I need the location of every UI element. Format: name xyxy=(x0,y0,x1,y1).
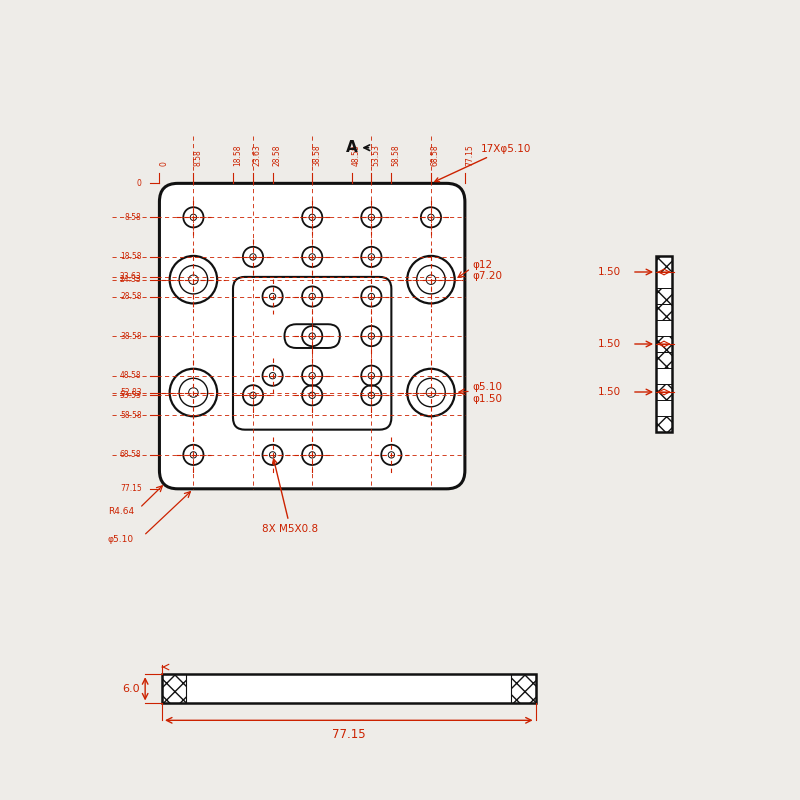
Bar xyxy=(656,384,672,400)
Text: 77.15: 77.15 xyxy=(465,144,474,166)
Bar xyxy=(656,400,672,416)
Text: 8X M5X0.8: 8X M5X0.8 xyxy=(262,459,318,534)
Text: 52.83: 52.83 xyxy=(120,388,142,397)
Text: φ5.10: φ5.10 xyxy=(108,535,134,544)
Bar xyxy=(656,288,672,304)
Text: φ12: φ12 xyxy=(473,259,493,270)
Bar xyxy=(656,352,672,368)
Text: 77.15: 77.15 xyxy=(332,727,366,741)
Text: 23.63: 23.63 xyxy=(253,144,262,166)
Text: 1.50: 1.50 xyxy=(598,339,621,349)
Text: 28.58: 28.58 xyxy=(273,144,282,166)
Text: 68.58: 68.58 xyxy=(431,144,440,166)
Text: 48.58: 48.58 xyxy=(120,371,142,380)
Text: 68.58: 68.58 xyxy=(120,450,142,459)
Bar xyxy=(656,368,672,384)
Text: 38.58: 38.58 xyxy=(120,332,142,341)
Text: 18.58: 18.58 xyxy=(233,144,242,166)
Text: 24.33: 24.33 xyxy=(120,275,142,284)
Bar xyxy=(656,352,672,368)
Text: 77.15: 77.15 xyxy=(120,484,142,494)
Text: 58.58: 58.58 xyxy=(391,144,400,166)
Bar xyxy=(656,256,672,432)
Text: A: A xyxy=(346,140,358,155)
Bar xyxy=(656,304,672,320)
Bar xyxy=(656,416,672,432)
Text: 48.58: 48.58 xyxy=(352,144,361,166)
Text: φ1.50: φ1.50 xyxy=(473,394,503,404)
Bar xyxy=(656,416,672,432)
Text: R4.64: R4.64 xyxy=(108,507,134,517)
Text: 1.50: 1.50 xyxy=(598,267,621,277)
Text: 8.58: 8.58 xyxy=(125,213,142,222)
Text: φ5.10: φ5.10 xyxy=(473,382,503,392)
Text: 8.58: 8.58 xyxy=(194,149,202,166)
Bar xyxy=(162,674,535,703)
Text: 1.50: 1.50 xyxy=(598,387,621,397)
Bar xyxy=(656,304,672,320)
Text: 28.58: 28.58 xyxy=(120,292,142,301)
Bar xyxy=(656,272,672,288)
Bar xyxy=(656,256,672,272)
Text: φ7.20: φ7.20 xyxy=(473,271,503,282)
Bar xyxy=(656,320,672,336)
Text: 23.63: 23.63 xyxy=(120,273,142,282)
Text: 38.58: 38.58 xyxy=(312,144,321,166)
Bar xyxy=(656,256,672,272)
Text: 18.58: 18.58 xyxy=(120,253,142,262)
Bar xyxy=(656,336,672,352)
Bar xyxy=(162,674,186,703)
Bar xyxy=(656,336,672,352)
Bar xyxy=(656,288,672,304)
Bar xyxy=(511,674,535,703)
Text: 17Xφ5.10: 17Xφ5.10 xyxy=(435,144,531,182)
Text: 6.0: 6.0 xyxy=(122,684,140,694)
Text: 53.53: 53.53 xyxy=(371,144,380,166)
Text: 58.58: 58.58 xyxy=(120,410,142,420)
FancyBboxPatch shape xyxy=(159,183,465,489)
Text: 0: 0 xyxy=(137,179,142,188)
Bar xyxy=(656,384,672,400)
Text: 0: 0 xyxy=(159,161,169,166)
Text: 53.53: 53.53 xyxy=(120,390,142,400)
